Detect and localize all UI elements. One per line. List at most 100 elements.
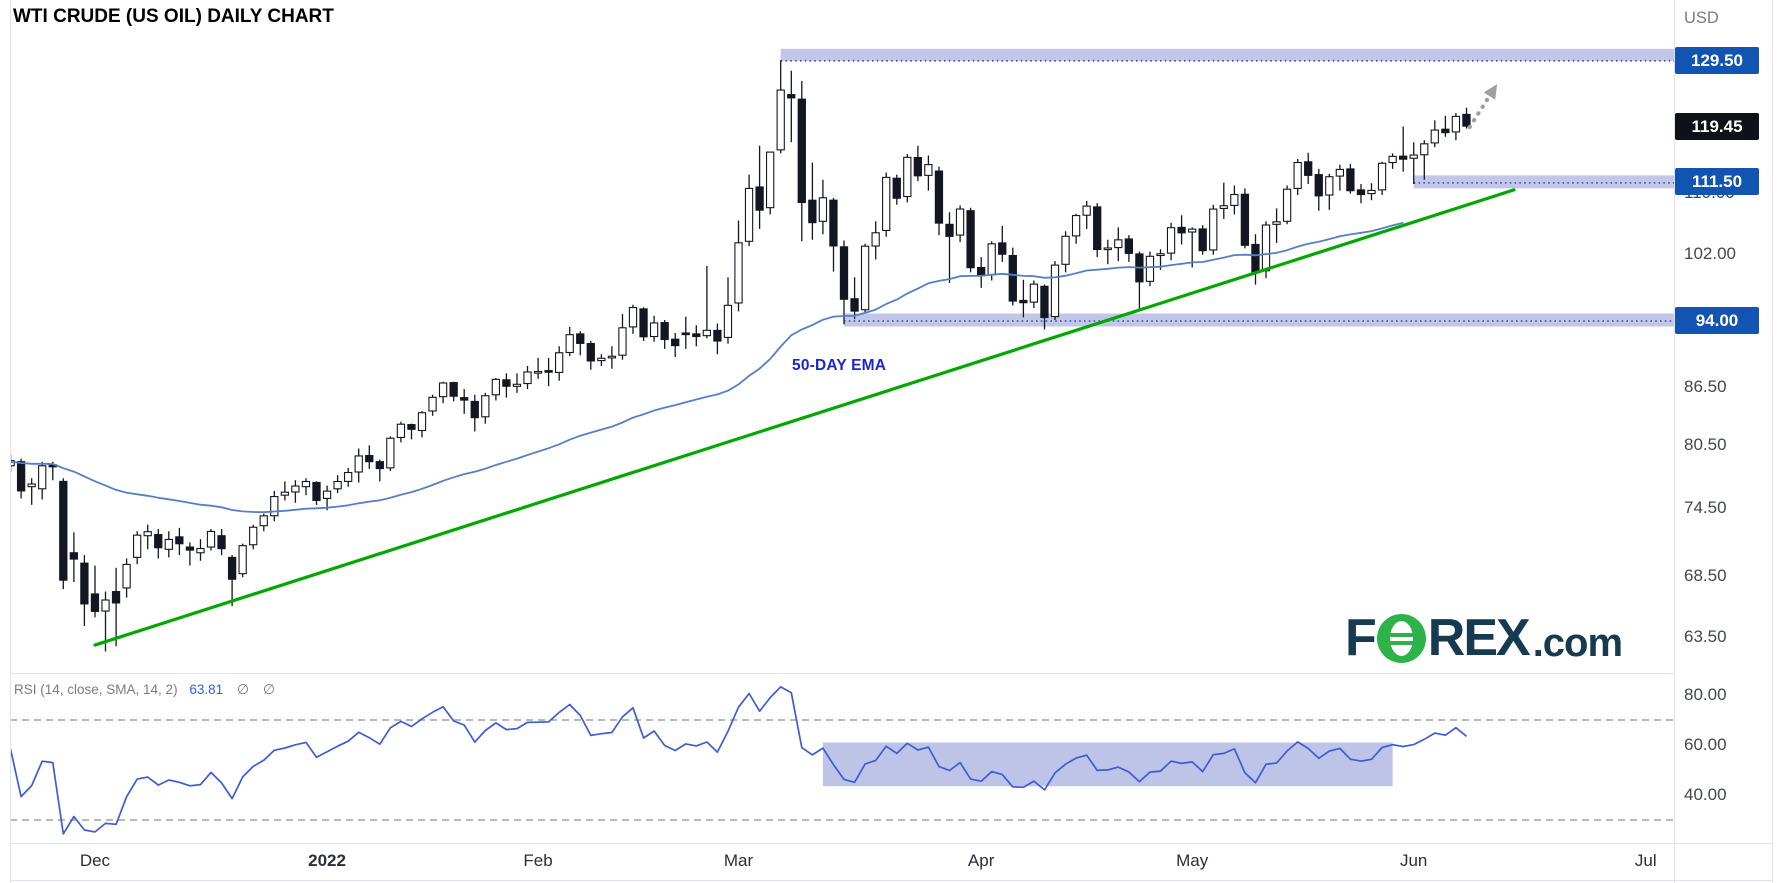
candle-05-31[interactable] [1399, 155, 1408, 160]
candle-04-21[interactable] [1114, 239, 1123, 249]
candle-04-29[interactable] [1177, 226, 1186, 234]
candle-04-11[interactable] [1040, 285, 1049, 319]
candle-01-03[interactable] [322, 490, 332, 499]
candle-02-18[interactable] [671, 338, 680, 347]
candle-03-18[interactable] [871, 232, 880, 247]
candle-05-06[interactable] [1230, 193, 1239, 206]
candle-05-20[interactable] [1335, 168, 1344, 177]
candle-04-20[interactable] [1103, 247, 1112, 251]
candle-12-13[interactable] [175, 536, 184, 545]
candle-01-24[interactable] [470, 400, 479, 419]
candle-03-16[interactable] [850, 298, 859, 312]
candle-12-20[interactable] [227, 556, 237, 580]
candle-02-17[interactable] [660, 322, 669, 341]
candle-06-07[interactable] [1451, 115, 1461, 133]
candle-03-15[interactable] [839, 246, 849, 300]
rsi-settings-icon[interactable]: ∅ [262, 681, 276, 697]
candle-02-09[interactable] [597, 357, 606, 362]
candle-04-04[interactable] [987, 243, 996, 276]
candle-02-16[interactable] [649, 322, 659, 338]
candle-03-17[interactable] [860, 245, 870, 311]
candle-12-30[interactable] [301, 480, 311, 488]
candlestick-series[interactable] [0, 89, 1471, 612]
candle-03-11[interactable] [818, 197, 828, 222]
candle-12-08[interactable] [143, 531, 152, 537]
candle-01-05[interactable] [343, 471, 353, 482]
candle-05-18[interactable] [1314, 174, 1323, 197]
candle-04-01[interactable] [976, 266, 986, 277]
candle-05-04[interactable] [1209, 208, 1218, 251]
candle-06-06[interactable] [1441, 128, 1450, 134]
candle-05-26[interactable] [1377, 162, 1387, 191]
candle-01-07[interactable] [365, 454, 374, 463]
candle-12-23[interactable] [259, 515, 268, 527]
candle-05-27[interactable] [1388, 155, 1397, 164]
candle-12-28[interactable] [280, 491, 289, 496]
candle-01-12[interactable] [396, 423, 406, 438]
candle-04-13[interactable] [1061, 235, 1070, 265]
candle-02-15[interactable] [639, 308, 648, 338]
candle-12-21[interactable] [238, 545, 247, 575]
candle-11-19[interactable] [16, 461, 26, 492]
candle-02-03[interactable] [554, 352, 564, 373]
candle-12-27[interactable] [270, 496, 279, 517]
candle-03-04[interactable] [765, 151, 775, 209]
candle-12-16[interactable] [206, 530, 216, 548]
candle-05-02[interactable] [1188, 228, 1197, 233]
candle-04-06[interactable] [1008, 254, 1017, 302]
candle-01-18[interactable] [428, 396, 437, 412]
candle-01-26[interactable] [491, 378, 500, 396]
candle-03-25[interactable] [924, 164, 933, 176]
candle-05-11[interactable] [1261, 224, 1271, 272]
candle-03-24[interactable] [913, 157, 922, 177]
candle-01-21[interactable] [460, 397, 469, 401]
candle-05-12[interactable] [1272, 221, 1281, 225]
candle-12-10[interactable] [164, 538, 173, 550]
candle-02-28[interactable] [723, 304, 733, 338]
candle-05-25[interactable] [1367, 189, 1376, 195]
candle-02-24[interactable] [702, 329, 711, 337]
candle-02-04[interactable] [565, 334, 574, 354]
candle-05-05[interactable] [1219, 205, 1228, 209]
candle-01-27[interactable] [502, 379, 511, 387]
candle-05-03[interactable] [1198, 228, 1207, 252]
candle-03-01[interactable] [734, 242, 743, 304]
ema-50-line[interactable] [0, 221, 1404, 514]
candle-01-31[interactable] [523, 371, 532, 385]
candle-05-13[interactable] [1282, 188, 1292, 222]
candle-11-30[interactable] [80, 562, 89, 605]
candle-03-08[interactable] [787, 94, 796, 99]
candle-11-23[interactable] [38, 465, 47, 490]
candle-06-02[interactable] [1420, 143, 1429, 156]
candle-06-08[interactable] [1462, 113, 1471, 127]
candle-05-23[interactable] [1346, 168, 1355, 192]
candle-01-06[interactable] [354, 455, 363, 473]
candle-04-07[interactable] [1019, 299, 1028, 304]
candle-04-08[interactable] [1029, 283, 1039, 303]
candle-12-09[interactable] [154, 534, 163, 549]
candle-02-23[interactable] [692, 333, 701, 338]
candle-01-14[interactable] [417, 412, 427, 432]
candle-11-26[interactable] [59, 480, 68, 581]
candle-04-05[interactable] [998, 242, 1007, 255]
candle-05-10[interactable] [1251, 243, 1260, 273]
candle-02-08[interactable] [586, 343, 595, 362]
candle-12-31[interactable] [312, 481, 321, 501]
candle-02-07[interactable] [576, 333, 585, 344]
candle-04-14[interactable] [1071, 215, 1081, 237]
candle-12-29[interactable] [291, 485, 300, 493]
candle-04-18[interactable] [1082, 205, 1091, 216]
candle-12-06[interactable] [122, 563, 131, 589]
candle-11-22[interactable] [27, 483, 36, 488]
candle-01-04[interactable] [333, 480, 342, 490]
candle-03-21[interactable] [882, 176, 891, 232]
candle-03-02[interactable] [744, 187, 754, 242]
rsi-line[interactable] [0, 686, 1468, 835]
rsi-hide-icon[interactable]: ∅ [236, 681, 250, 697]
candle-03-03[interactable] [755, 186, 764, 211]
candle-01-28[interactable] [512, 383, 522, 387]
candle-01-19[interactable] [438, 382, 448, 398]
candle-05-24[interactable] [1356, 189, 1366, 196]
candle-05-09[interactable] [1240, 193, 1250, 246]
candle-04-26[interactable] [1145, 255, 1155, 282]
